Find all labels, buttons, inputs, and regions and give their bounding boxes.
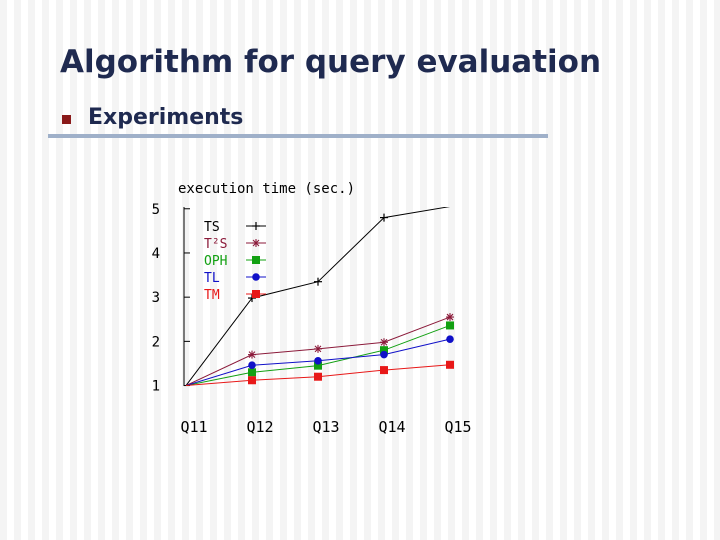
data-point-star xyxy=(446,313,454,322)
legend-label: TM xyxy=(204,288,220,303)
bullet-square-icon xyxy=(62,115,71,124)
legend-label: T²S xyxy=(204,237,227,252)
data-point-circle xyxy=(446,335,454,343)
y-tick-label: 2 xyxy=(152,334,160,350)
data-point-square xyxy=(380,346,388,355)
legend-label: TL xyxy=(204,271,220,286)
data-point-square xyxy=(252,290,260,298)
data-point-circle xyxy=(380,350,388,359)
x-tick-label: Q15 xyxy=(444,418,471,436)
data-point-circle xyxy=(248,361,256,370)
data-point-star xyxy=(248,350,256,359)
x-tick-label: Q11 xyxy=(180,418,207,436)
x-tick-label: Q13 xyxy=(312,418,339,436)
data-point-square xyxy=(314,372,322,381)
data-point-plus xyxy=(314,277,322,286)
legend-label: TS xyxy=(204,220,220,235)
series-markers xyxy=(248,213,454,385)
data-point-square xyxy=(252,256,260,264)
data-point-square xyxy=(314,361,322,370)
y-tick-label: 1 xyxy=(152,379,160,395)
y-tick-label: 4 xyxy=(152,246,160,262)
x-tick-label: Q12 xyxy=(246,418,273,436)
y-tick-label: 3 xyxy=(152,290,160,306)
data-point-square xyxy=(380,366,388,375)
data-point-circle xyxy=(252,273,260,281)
title-underline xyxy=(48,134,548,138)
data-point-square xyxy=(446,360,454,369)
data-point-square xyxy=(248,376,256,385)
data-point-star xyxy=(252,239,260,247)
legend-label: OPH xyxy=(204,254,227,269)
slide-title: Algorithm for query evaluation xyxy=(60,44,602,80)
x-tick-label: Q14 xyxy=(378,418,405,436)
data-point-circle xyxy=(314,357,322,365)
legend: TS T²S OPH TL TM xyxy=(204,220,266,303)
y-tick-label: 5 xyxy=(152,202,160,218)
data-point-star xyxy=(314,344,322,353)
data-point-square xyxy=(446,321,454,330)
bullet-text: Experiments xyxy=(88,105,244,130)
data-point-plus xyxy=(380,213,388,222)
data-point-star xyxy=(380,338,388,347)
y-axis-ticks: 1 2 3 4 5 xyxy=(152,202,190,395)
y-axis-label: execution time (sec.) xyxy=(178,181,355,197)
data-point-plus xyxy=(252,222,260,230)
x-axis-ticks: Q11 Q12 Q13 Q14 Q15 xyxy=(180,418,471,436)
data-point-square xyxy=(248,368,256,377)
